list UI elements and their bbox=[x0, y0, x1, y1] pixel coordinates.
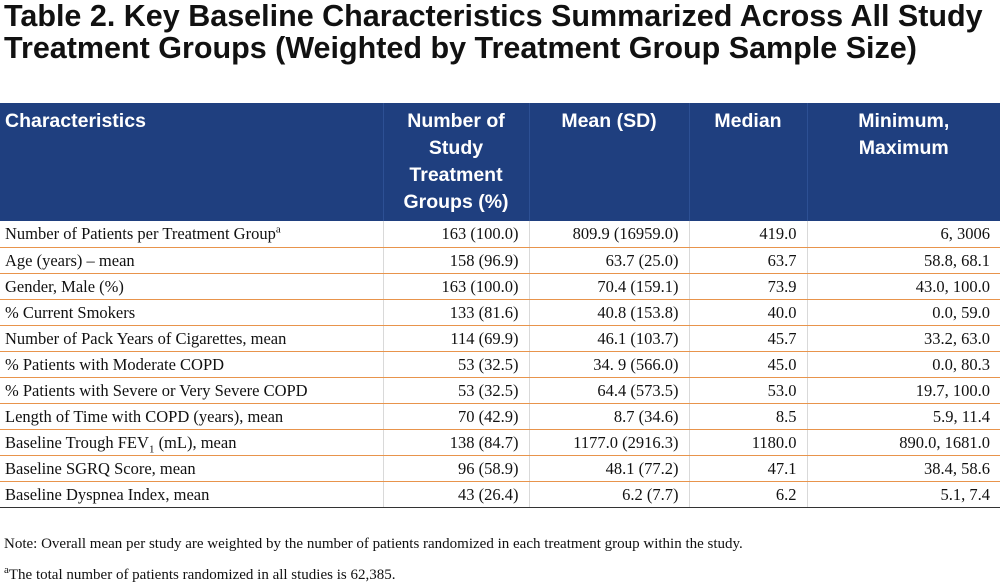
baseline-characteristics-table: Characteristics Number of Study Treatmen… bbox=[0, 103, 1000, 508]
table-row: Number of Patients per Treatment Groupa 1… bbox=[0, 221, 1000, 248]
cell-min-max: 43.0, 100.0 bbox=[807, 273, 1000, 300]
row-label: Baseline Dyspnea Index, mean bbox=[0, 481, 384, 508]
row-label-text: Number of Patients per Treatment Group bbox=[5, 224, 276, 244]
cell-median: 53.0 bbox=[689, 377, 808, 404]
cell-min-max: 0.0, 59.0 bbox=[807, 299, 1000, 326]
table-row: Gender, Male (%) 163 (100.0) 70.4 (159.1) 7… bbox=[0, 273, 1000, 300]
column-header: Mean (SD) bbox=[529, 103, 690, 221]
row-label-text: Length of Time with COPD (years), mean bbox=[5, 406, 284, 426]
cell-median: 1180.0 bbox=[689, 429, 808, 456]
row-label-text: Baseline SGRQ Score, mean bbox=[5, 458, 196, 478]
cell-study-groups: 163 (100.0) bbox=[383, 221, 530, 248]
column-header: Minimum, Maximum bbox=[807, 103, 1000, 221]
cell-median: 73.9 bbox=[689, 273, 808, 300]
cell-study-groups: 43 (26.4) bbox=[383, 481, 530, 508]
cell-study-groups: 53 (32.5) bbox=[383, 351, 530, 378]
table-row: % Current Smokers 133 (81.6) 40.8 (153.8) 4… bbox=[0, 299, 1000, 326]
cell-mean-sd: 1177.0 (2916.3) bbox=[529, 429, 690, 456]
table-note: Note: Overall mean per study are weighte… bbox=[4, 536, 743, 552]
cell-study-groups: 53 (32.5) bbox=[383, 377, 530, 404]
row-label-text: Gender, Male (%) bbox=[5, 276, 124, 296]
row-label-text: Baseline Trough FEV bbox=[5, 432, 149, 452]
table-title: Table 2. Key Baseline Characteristics Su… bbox=[4, 0, 983, 65]
row-label-superscript: a bbox=[275, 223, 281, 236]
cell-study-groups: 114 (69.9) bbox=[383, 325, 530, 352]
cell-median: 419.0 bbox=[689, 221, 808, 248]
cell-mean-sd: 70.4 (159.1) bbox=[529, 273, 690, 300]
cell-median: 6.2 bbox=[689, 481, 808, 508]
cell-median: 45.0 bbox=[689, 351, 808, 378]
column-header: Number of Study Treatment Groups (%) bbox=[383, 103, 530, 221]
row-label: % Patients with Moderate COPD bbox=[0, 351, 384, 378]
row-label-text: % Patients with Moderate COPD bbox=[5, 354, 225, 374]
row-label: % Patients with Severe or Very Severe CO… bbox=[0, 377, 384, 404]
row-label: Baseline SGRQ Score, mean bbox=[0, 455, 384, 482]
column-header: Characteristics bbox=[0, 103, 384, 221]
row-label-text: Age (years) – mean bbox=[5, 250, 135, 270]
cell-mean-sd: 6.2 (7.7) bbox=[529, 481, 690, 508]
cell-min-max: 5.9, 11.4 bbox=[807, 403, 1000, 430]
cell-study-groups: 133 (81.6) bbox=[383, 299, 530, 326]
cell-min-max: 33.2, 63.0 bbox=[807, 325, 1000, 352]
row-label-tail: (mL), mean bbox=[154, 432, 237, 452]
row-label: % Current Smokers bbox=[0, 299, 384, 326]
table-row: % Patients with Moderate COPD 53 (32.5) 34… bbox=[0, 351, 1000, 378]
table-row: % Patients with Severe or Very Severe CO… bbox=[0, 377, 1000, 404]
row-label-subscript: 1 bbox=[148, 442, 155, 455]
cell-median: 63.7 bbox=[689, 247, 808, 274]
cell-study-groups: 70 (42.9) bbox=[383, 403, 530, 430]
row-label: Baseline Trough FEV1 (mL), mean bbox=[0, 429, 384, 456]
row-label: Number of Pack Years of Cigarettes, mean bbox=[0, 325, 384, 352]
cell-min-max: 5.1, 7.4 bbox=[807, 481, 1000, 508]
table-row: Number of Pack Years of Cigarettes, mean… bbox=[0, 325, 1000, 352]
row-label: Number of Patients per Treatment Groupa bbox=[0, 221, 384, 248]
cell-median: 8.5 bbox=[689, 403, 808, 430]
cell-mean-sd: 809.9 (16959.0) bbox=[529, 221, 690, 248]
cell-mean-sd: 46.1 (103.7) bbox=[529, 325, 690, 352]
cell-study-groups: 96 (58.9) bbox=[383, 455, 530, 482]
cell-median: 45.7 bbox=[689, 325, 808, 352]
row-label: Age (years) – mean bbox=[0, 247, 384, 274]
cell-min-max: 58.8, 68.1 bbox=[807, 247, 1000, 274]
cell-min-max: 890.0, 1681.0 bbox=[807, 429, 1000, 456]
table-row: Age (years) – mean 158 (96.9) 63.7 (25.0) 6… bbox=[0, 247, 1000, 274]
cell-median: 40.0 bbox=[689, 299, 808, 326]
table-row: Length of Time with COPD (years), mean 70… bbox=[0, 403, 1000, 430]
cell-mean-sd: 63.7 (25.0) bbox=[529, 247, 690, 274]
header-row: Characteristics Number of Study Treatmen… bbox=[0, 103, 1000, 221]
cell-min-max: 0.0, 80.3 bbox=[807, 351, 1000, 378]
table-row: Baseline Trough FEV1 (mL), mean 138 (84.7… bbox=[0, 429, 1000, 456]
cell-study-groups: 158 (96.9) bbox=[383, 247, 530, 274]
row-label-text: Baseline Dyspnea Index, mean bbox=[5, 484, 210, 504]
row-label: Gender, Male (%) bbox=[0, 273, 384, 300]
table-row: Baseline Dyspnea Index, mean 43 (26.4) 6.2… bbox=[0, 481, 1000, 508]
cell-min-max: 6, 3006 bbox=[807, 221, 1000, 248]
row-label: Length of Time with COPD (years), mean bbox=[0, 403, 384, 430]
cell-min-max: 38.4, 58.6 bbox=[807, 455, 1000, 482]
cell-median: 47.1 bbox=[689, 455, 808, 482]
cell-mean-sd: 8.7 (34.6) bbox=[529, 403, 690, 430]
cell-mean-sd: 64.4 (573.5) bbox=[529, 377, 690, 404]
footnote-text: The total number of patients randomized … bbox=[8, 567, 396, 583]
cell-study-groups: 163 (100.0) bbox=[383, 273, 530, 300]
column-header: Median bbox=[689, 103, 808, 221]
row-label-text: % Patients with Severe or Very Severe CO… bbox=[5, 380, 308, 400]
cell-mean-sd: 48.1 (77.2) bbox=[529, 455, 690, 482]
footnote-marker: a bbox=[4, 564, 9, 576]
row-label-text: Number of Pack Years of Cigarettes, mean bbox=[5, 328, 287, 348]
cell-study-groups: 138 (84.7) bbox=[383, 429, 530, 456]
table-body: Number of Patients per Treatment Groupa 1… bbox=[0, 221, 1000, 508]
table-row: Baseline SGRQ Score, mean 96 (58.9) 48.1 (… bbox=[0, 455, 1000, 482]
row-label-text: % Current Smokers bbox=[5, 302, 136, 322]
cell-min-max: 19.7, 100.0 bbox=[807, 377, 1000, 404]
cell-mean-sd: 40.8 (153.8) bbox=[529, 299, 690, 326]
cell-mean-sd: 34. 9 (566.0) bbox=[529, 351, 690, 378]
table-footnote: aThe total number of patients randomized… bbox=[4, 564, 994, 584]
